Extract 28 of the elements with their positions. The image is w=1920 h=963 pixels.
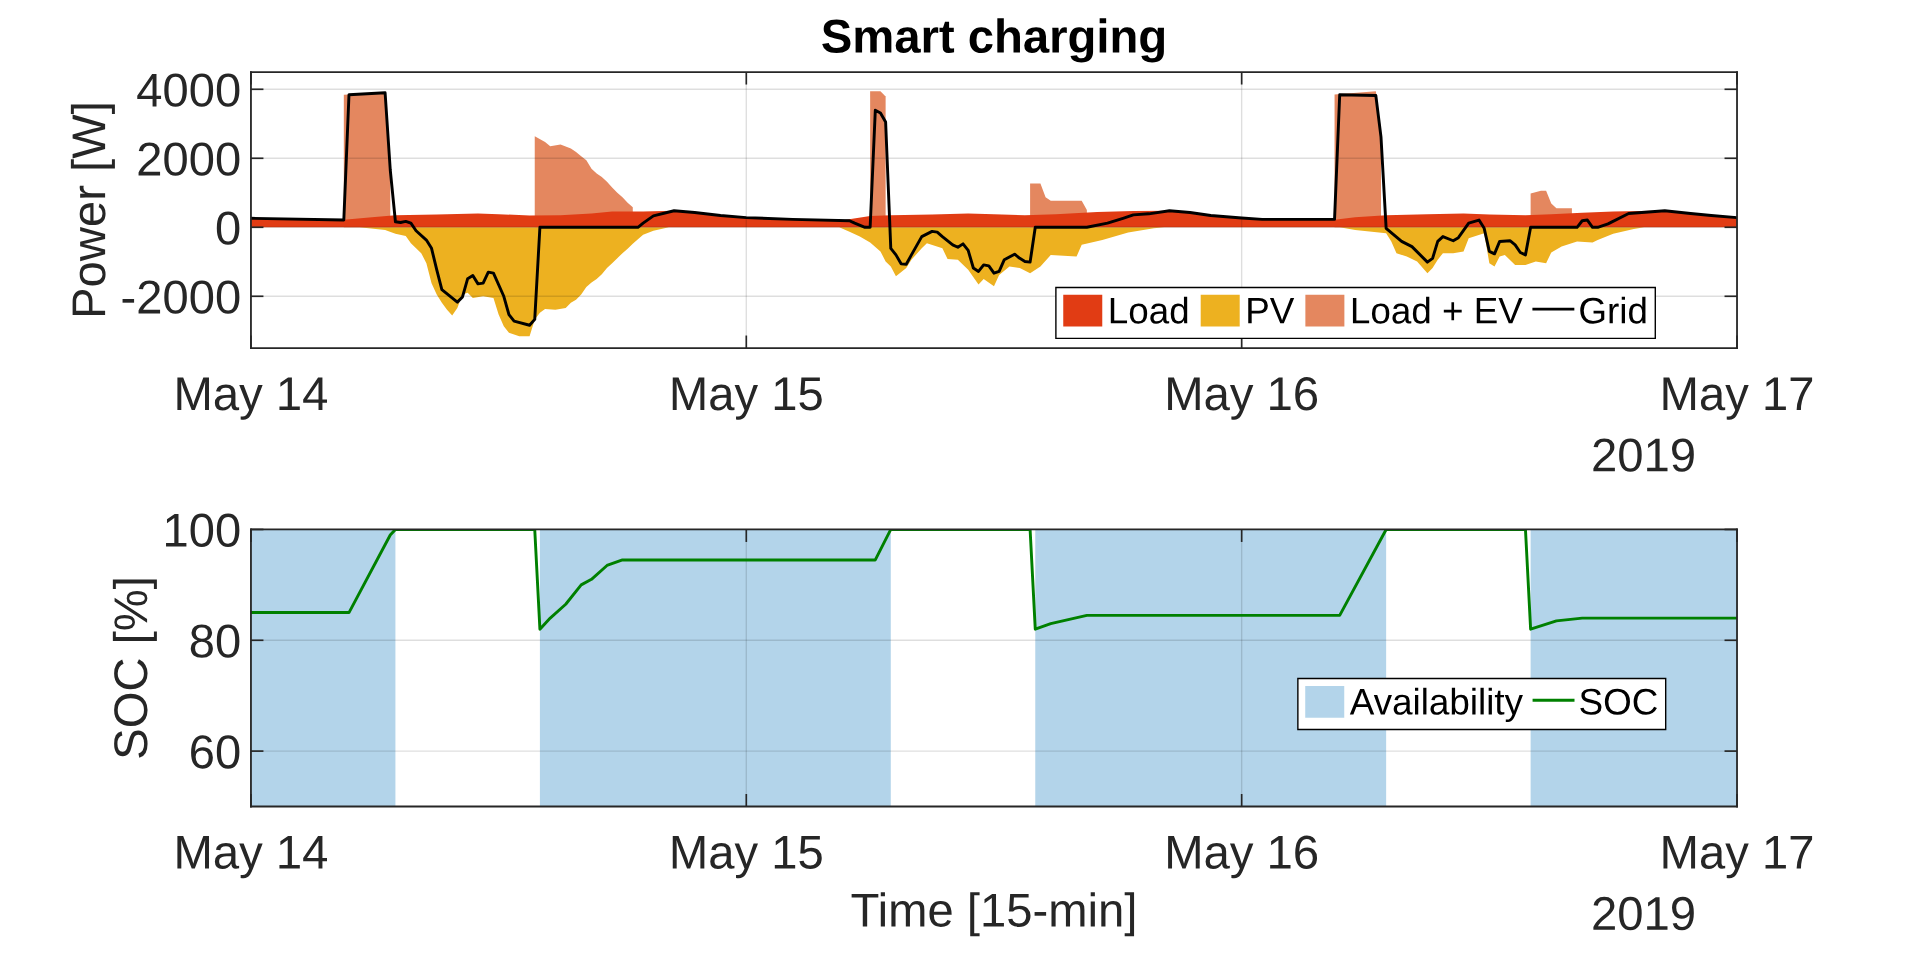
- x-axis-title: Time [15-min]: [851, 892, 1135, 937]
- x-tick-label: May 16: [1168, 835, 1318, 879]
- y-axis-title: Power [W]: [70, 104, 115, 316]
- y-tick-label: 4000: [137, 73, 240, 107]
- y-tick-label: 2000: [138, 142, 240, 176]
- y-tick-label: 0: [216, 211, 240, 245]
- y-tick-label: 100: [166, 513, 240, 548]
- legend-label: PV: [1248, 298, 1295, 324]
- x-tick-label: May 14: [177, 836, 327, 879]
- x-tick-label: May 14: [177, 377, 327, 420]
- legend-label: Availability: [1349, 687, 1523, 723]
- text: 2019: [1593, 896, 1694, 931]
- x-tick-label: May 15: [672, 377, 822, 420]
- text: 2019: [1593, 438, 1694, 472]
- legend-label: Grid: [1580, 296, 1646, 324]
- legend-label: SOC: [1580, 688, 1657, 715]
- y-tick-label: 60: [191, 735, 240, 769]
- chart-title: Smart charging: [822, 18, 1165, 63]
- legend-label: Load + EV: [1352, 296, 1523, 324]
- x-tick-label: May 16: [1168, 377, 1318, 420]
- y-tick-label: -2000: [122, 280, 240, 314]
- x-tick-label: May 17: [1663, 836, 1813, 879]
- x-tick-label: May 17: [1663, 377, 1813, 420]
- legend-label: Load: [1110, 296, 1188, 324]
- x-tick-label: May 15: [672, 836, 822, 879]
- y-tick-label: 80: [190, 624, 240, 658]
- y-axis-title: SOC [%]: [112, 579, 157, 758]
- line-series: [250, 91, 1738, 327]
